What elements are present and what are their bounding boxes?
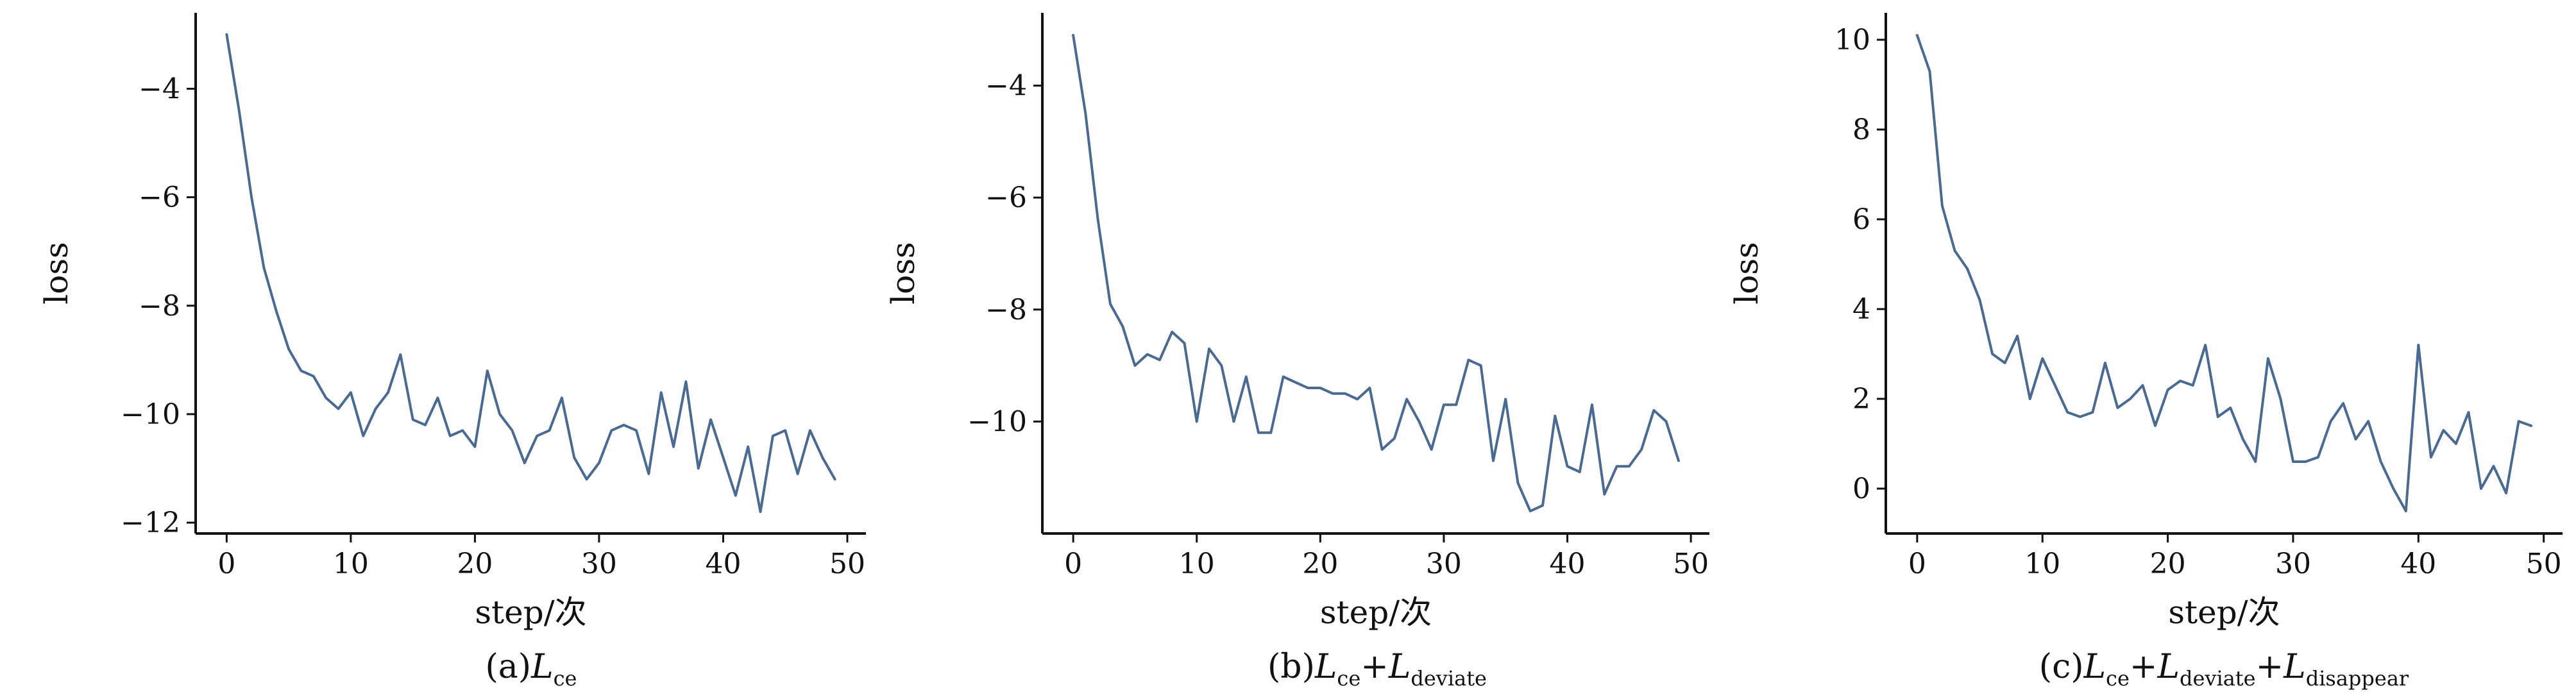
subplot-caption: (a)Lce​ — [486, 648, 577, 691]
y-tick-label: 2 — [1852, 383, 1870, 416]
caption-prefix: (a) — [486, 648, 532, 686]
subplot-caption: (b)Lce​+Ldeviate​ — [1267, 648, 1487, 691]
caption-term: L — [2157, 648, 2180, 686]
subplot-a: 0 10 20 30 40 50 −12 −10 −8 −6 −4 step/次 loss (a)Lce​ — [38, 13, 866, 691]
subplot-b: 0 10 20 30 40 50 −10 −8 −6 −4 step/次 loss (b)Lce​+Ld… — [885, 13, 1709, 691]
caption-subscript: deviate — [2180, 666, 2256, 691]
y-axis-title: loss — [38, 242, 75, 304]
x-tick-label: 50 — [1673, 548, 1709, 580]
caption-subscript: ce — [2106, 666, 2130, 691]
x-tick-label: 10 — [1179, 548, 1215, 580]
x-tick-label: 20 — [1302, 548, 1338, 580]
loss-line — [1915, 34, 2533, 512]
x-tick-label: 0 — [1908, 548, 1926, 580]
caption-prefix: (c) — [2039, 648, 2084, 686]
loss-line — [1072, 33, 1680, 513]
x-tick-label: 10 — [333, 548, 369, 580]
y-tick-label: −10 — [967, 405, 1027, 438]
x-tick-label: 30 — [581, 548, 617, 580]
x-axis-title: step/次 — [1320, 594, 1432, 631]
caption-subscript: ce — [1337, 666, 1360, 691]
caption-subscript: ce — [554, 666, 577, 691]
caption-term: L — [2083, 648, 2106, 686]
subplot-c: 0 10 20 30 40 50 0 2 4 6 8 10 step/次 loss (c)Lce​+Ldev… — [1728, 13, 2563, 691]
y-tick-label: −8 — [139, 290, 180, 323]
x-tick-label: 40 — [705, 548, 741, 580]
caption-subscript: disappear — [2306, 666, 2409, 691]
loss-line — [225, 33, 836, 514]
caption-term: L — [530, 648, 554, 686]
y-tick-label: −4 — [139, 72, 180, 105]
y-tick-label: −6 — [139, 181, 180, 214]
caption-plus: + — [2130, 648, 2158, 686]
y-tick-label: −10 — [121, 398, 180, 431]
x-tick-label: 50 — [2526, 548, 2562, 580]
y-tick-label: 4 — [1852, 293, 1870, 326]
y-tick-label: −8 — [985, 294, 1027, 326]
caption-plus: + — [2256, 648, 2284, 686]
x-tick-label: 30 — [1426, 548, 1462, 580]
x-tick-label: 20 — [457, 548, 493, 580]
caption-plus: + — [1360, 648, 1389, 686]
x-tick-label: 0 — [217, 548, 235, 580]
caption-subscript: deviate — [1411, 666, 1487, 691]
y-tick-label: 6 — [1852, 203, 1870, 236]
caption-term: L — [1314, 648, 1337, 686]
x-axis-title: step/次 — [475, 594, 586, 631]
x-tick-label: 10 — [2024, 548, 2060, 580]
y-axis-title: loss — [885, 242, 922, 304]
x-tick-label: 30 — [2275, 548, 2311, 580]
subplot-caption: (c)Lce​+Ldeviate​+Ldisappear​ — [2039, 648, 2409, 691]
y-tick-label: −6 — [985, 181, 1027, 214]
caption-prefix: (b) — [1267, 648, 1315, 686]
y-tick-label: 0 — [1852, 473, 1870, 505]
x-axis-title: step/次 — [2168, 594, 2280, 631]
caption-term: L — [1388, 648, 1411, 686]
y-tick-label: −12 — [121, 507, 180, 539]
x-tick-label: 50 — [829, 548, 865, 580]
caption-term: L — [2283, 648, 2306, 686]
y-tick-label: 10 — [1835, 24, 1870, 56]
x-tick-label: 20 — [2150, 548, 2186, 580]
x-tick-label: 0 — [1064, 548, 1082, 580]
y-axis-title: loss — [1728, 242, 1765, 304]
y-tick-label: 8 — [1852, 113, 1870, 146]
x-tick-label: 40 — [2400, 548, 2436, 580]
x-tick-label: 40 — [1550, 548, 1586, 580]
y-tick-label: −4 — [985, 70, 1027, 103]
